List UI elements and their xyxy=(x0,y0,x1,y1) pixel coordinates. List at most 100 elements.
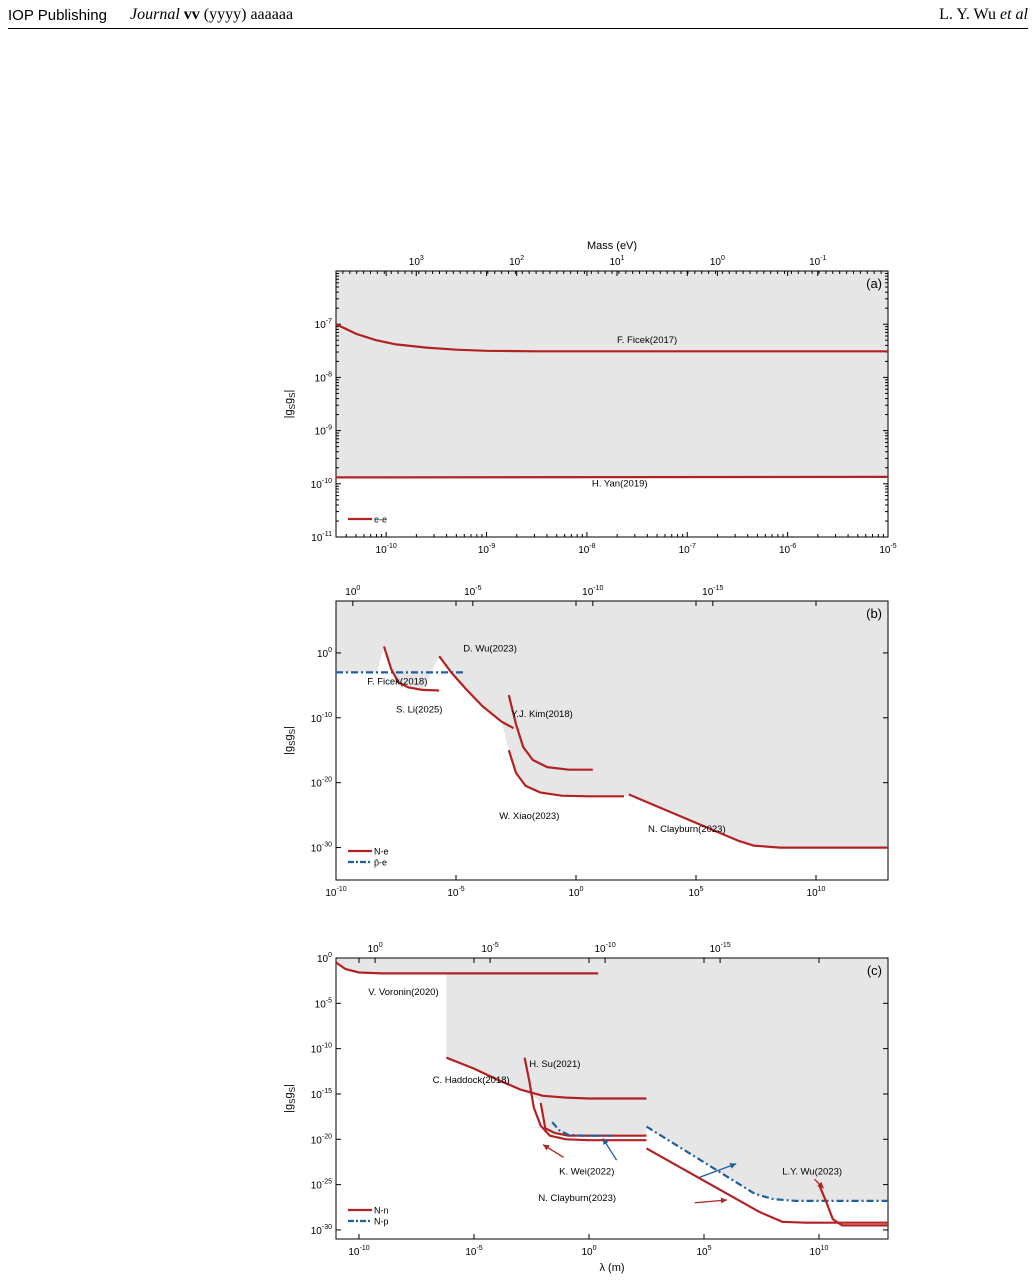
top-tick-label: 100 xyxy=(345,585,360,598)
top-tick-label: 10-15 xyxy=(709,942,730,955)
x-tick-label: 10-10 xyxy=(325,886,346,899)
annotation-label: K. Wei(2022) xyxy=(559,1167,614,1178)
x-axis-title: λ (m) xyxy=(599,1262,624,1274)
journal-word: Journal xyxy=(130,6,180,23)
x-tick-label: 10-9 xyxy=(478,543,495,556)
series-k-wei-2022-np xyxy=(551,1121,612,1137)
top-tick-label: 10-1 xyxy=(809,255,826,268)
top-tick-label: 10-10 xyxy=(594,942,615,955)
author-line: L. Y. Wu et al xyxy=(939,6,1028,24)
x-tick-label: 105 xyxy=(688,886,703,899)
excluded-region xyxy=(336,958,888,1201)
chart-panel-3: |gSgS| xyxy=(283,957,889,1240)
series-n-clayburn-2023 xyxy=(628,793,888,849)
annotation-label: F. Ficek(2017) xyxy=(617,335,677,346)
annotation-label: H. Yan(2019) xyxy=(592,478,648,489)
arrowhead xyxy=(602,1138,609,1146)
series-h-su-2021 xyxy=(523,1057,647,1142)
legend-label: e-e xyxy=(374,515,387,525)
series-v-voronin-2020 xyxy=(335,961,599,975)
x-tick-label: 10-10 xyxy=(376,543,397,556)
y-tick-label: 10-25 xyxy=(311,1179,332,1192)
y-tick-label: 10-20 xyxy=(311,1133,332,1146)
top-tick-label: 100 xyxy=(710,255,725,268)
y-axis-label: |gSgS| xyxy=(283,1084,297,1113)
top-tick-label: 100 xyxy=(368,942,383,955)
journal-year: (yyyy) xyxy=(203,6,247,23)
annotation-label: N. Clayburn(2023) xyxy=(648,824,726,835)
chart-panel-2: |gSgS| xyxy=(283,600,889,881)
top-tick-label: 103 xyxy=(409,255,424,268)
x-tick-label: 1010 xyxy=(807,886,826,899)
y-axis-label: |gSgS| xyxy=(283,390,297,419)
x-tick-label: 10-5 xyxy=(879,543,896,556)
y-tick-label: 10-30 xyxy=(311,1224,332,1237)
journal-volume: vv xyxy=(183,6,200,23)
annotation-label: W. Xiao(2023) xyxy=(499,811,559,822)
annotation-label: L.Y. Wu(2023) xyxy=(782,1167,842,1178)
legend-label: p̄-e xyxy=(374,858,387,868)
arrowhead xyxy=(543,1144,550,1151)
annotation-label: S. Li(2025) xyxy=(396,705,442,716)
top-tick-label: 10-15 xyxy=(702,585,723,598)
legend-label: N-e xyxy=(374,847,389,857)
excluded-region xyxy=(336,601,888,848)
annotation-label: N. Clayburn(2023) xyxy=(538,1193,616,1204)
series-d-wu-2023 xyxy=(438,655,515,730)
panel-label: (c) xyxy=(867,963,882,978)
annotation-label: D. Wu(2023) xyxy=(463,644,517,655)
running-header: IOP Publishing Journal vv (yyyy) aaaaaa … xyxy=(0,0,1034,36)
legend-label: N-p xyxy=(374,1217,389,1227)
y-tick-label: 10-9 xyxy=(315,425,332,438)
top-tick-label: 101 xyxy=(610,255,625,268)
annotation-label: H. Su(2021) xyxy=(529,1059,580,1070)
y-tick-label: 10-10 xyxy=(311,712,332,725)
series-l-y-wu-2023 xyxy=(817,1184,888,1227)
panel-label: (b) xyxy=(866,606,882,621)
series-w-xiao-2023 xyxy=(507,749,624,798)
y-tick-label: 10-11 xyxy=(311,531,332,544)
series-n-clayburn-2023 xyxy=(645,1147,888,1224)
x-tick-label: 10-5 xyxy=(447,886,464,899)
y-tick-label: 10-8 xyxy=(315,371,332,384)
y-axis-label: |gSgS| xyxy=(283,726,297,755)
annotation-arrow xyxy=(699,1163,737,1178)
annotation-label: C. Haddock(2018) xyxy=(433,1075,510,1086)
header-rule xyxy=(8,28,1028,29)
x-tick-label: 100 xyxy=(568,886,583,899)
arrowhead xyxy=(729,1163,737,1169)
series-y-j-kim-2018 xyxy=(507,694,593,771)
x-tick-label: 10-7 xyxy=(679,543,696,556)
arrowhead xyxy=(817,1181,824,1189)
arrowhead xyxy=(720,1197,727,1204)
series-h-yan-2019 xyxy=(335,475,889,479)
annotation-label: Y.J. Kim(2018) xyxy=(511,709,573,720)
series-s-li-2025 xyxy=(382,646,440,692)
y-tick-label: 100 xyxy=(317,647,332,660)
top-tick-label: 10-10 xyxy=(582,585,603,598)
panel-label: (a) xyxy=(866,276,882,291)
author-names: L. Y. Wu xyxy=(939,6,996,23)
y-tick-label: 10-5 xyxy=(315,997,332,1010)
author-etal: et al xyxy=(1000,6,1028,23)
x-tick-label: 100 xyxy=(581,1245,596,1258)
y-tick-label: 10-30 xyxy=(311,842,332,855)
series-f-ficek-2017 xyxy=(335,323,888,353)
journal-article: aaaaaa xyxy=(250,6,294,23)
top-tick-label: 10-5 xyxy=(481,942,498,955)
journal-citation: Journal vv (yyyy) aaaaaa xyxy=(130,6,293,24)
x-tick-label: 105 xyxy=(696,1245,711,1258)
x-tick-label: 10-6 xyxy=(779,543,796,556)
y-tick-label: 10-15 xyxy=(311,1088,332,1101)
y-tick-label: 100 xyxy=(317,952,332,965)
chart-panel-1: |gSgS| xyxy=(283,270,889,538)
x-tick-label: 1010 xyxy=(810,1245,829,1258)
y-tick-label: 10-20 xyxy=(311,777,332,790)
y-tick-label: 10-10 xyxy=(311,478,332,491)
legend-label: N-n xyxy=(374,1206,389,1216)
top-axis-title: Mass (eV) xyxy=(587,240,637,252)
y-tick-label: 10-7 xyxy=(315,318,332,331)
y-tick-label: 10-10 xyxy=(311,1043,332,1056)
annotation-label: F. Ficek(2018) xyxy=(367,677,427,688)
axes-frame xyxy=(335,600,889,881)
